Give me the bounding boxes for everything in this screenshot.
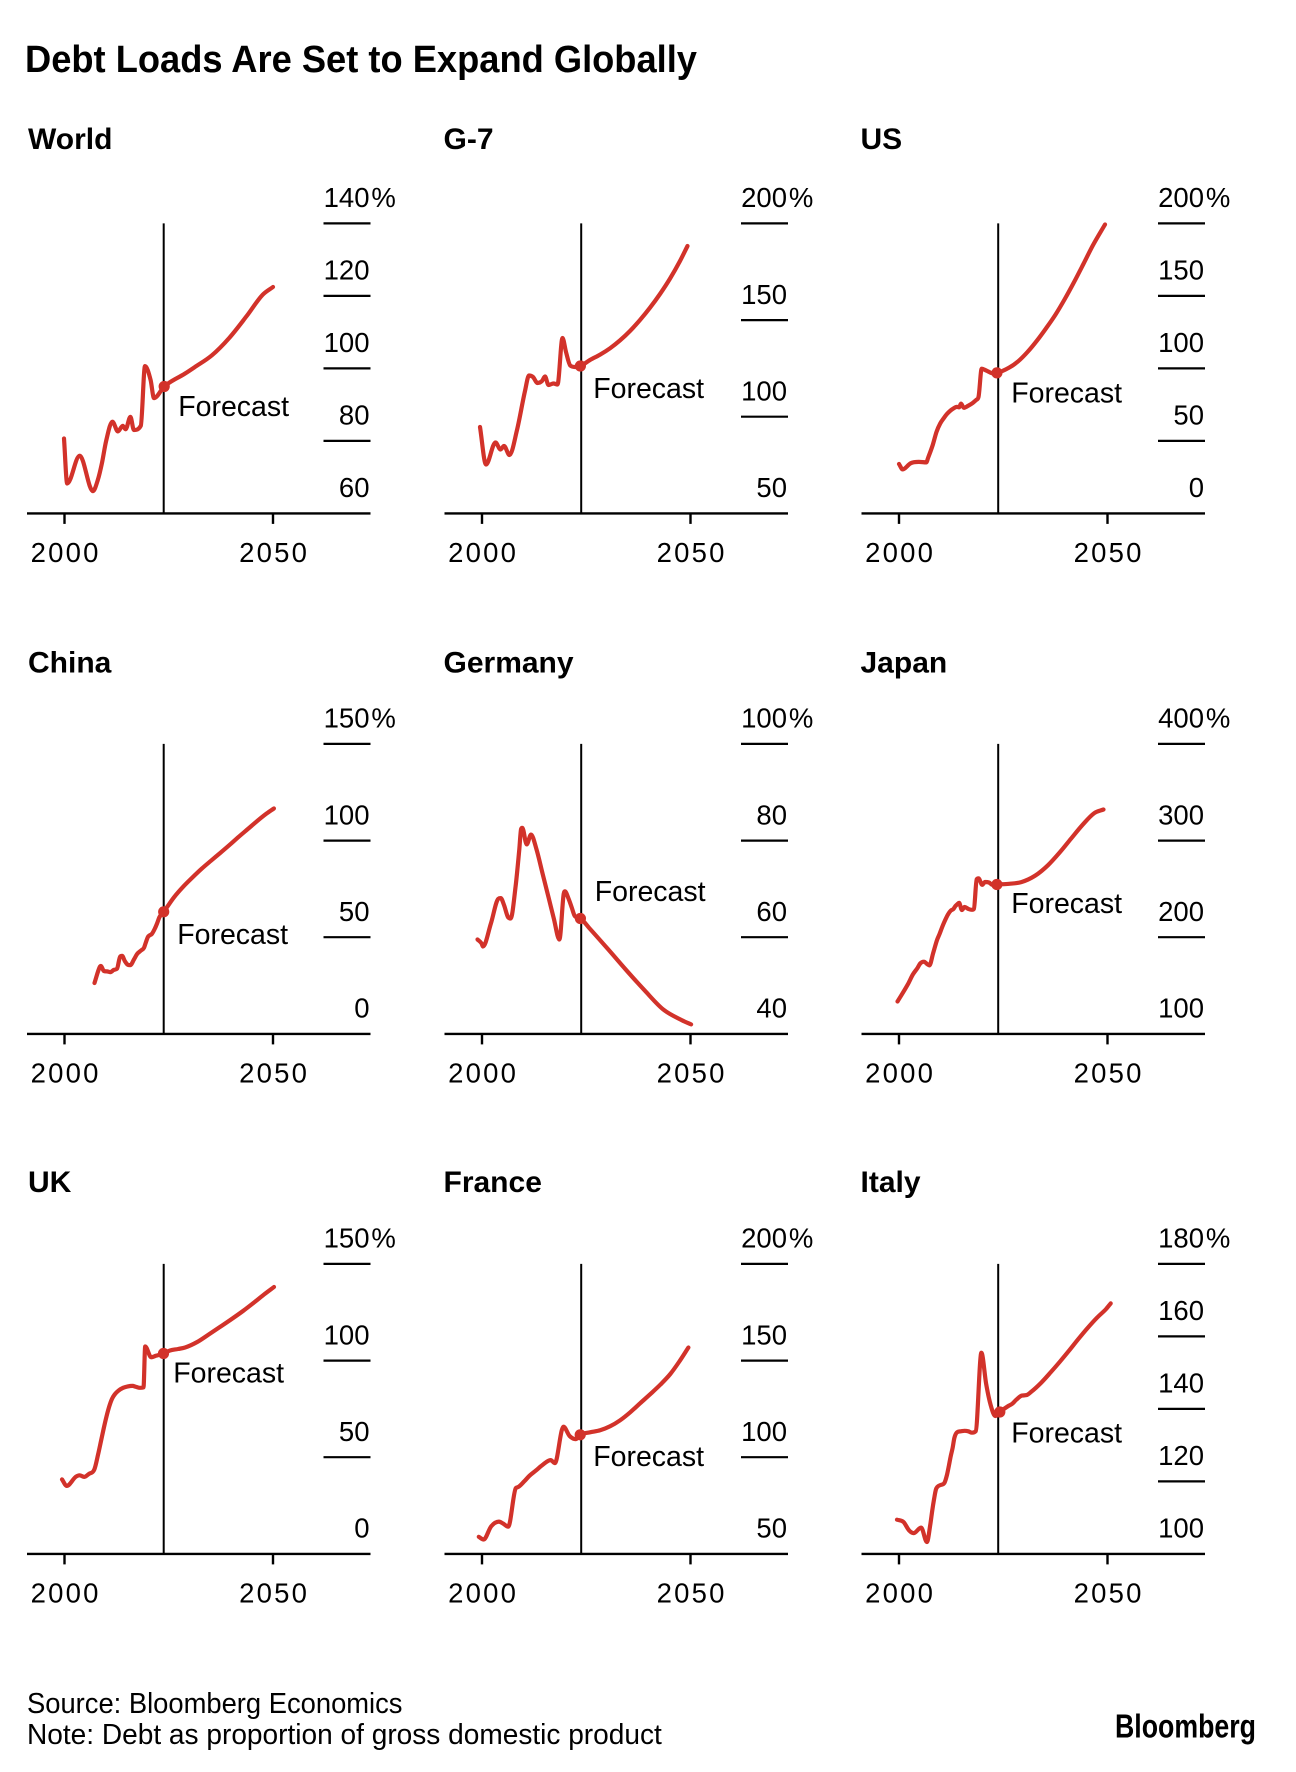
svg-text:%: %: [371, 703, 395, 734]
svg-text:200: 200: [741, 1223, 787, 1254]
svg-text:2000: 2000: [31, 1578, 101, 1609]
svg-text:Source: Bloomberg Economics: Source: Bloomberg Economics: [27, 1688, 403, 1720]
svg-text:2050: 2050: [239, 1578, 309, 1609]
svg-text:2050: 2050: [239, 537, 309, 568]
svg-text:200: 200: [741, 182, 787, 213]
svg-text:2050: 2050: [657, 1058, 727, 1089]
svg-text:2050: 2050: [657, 537, 727, 568]
svg-text:150: 150: [1158, 255, 1204, 286]
svg-text:50: 50: [339, 896, 370, 927]
svg-text:100: 100: [324, 1319, 370, 1350]
svg-text:150: 150: [741, 279, 787, 310]
svg-text:120: 120: [324, 255, 370, 286]
svg-text:Forecast: Forecast: [1011, 1418, 1122, 1450]
svg-text:40: 40: [756, 993, 787, 1024]
svg-text:100: 100: [324, 799, 370, 830]
svg-text:80: 80: [756, 799, 787, 830]
svg-text:0: 0: [354, 993, 369, 1024]
svg-text:2050: 2050: [1074, 1058, 1144, 1089]
svg-text:0: 0: [1189, 472, 1204, 503]
svg-text:2050: 2050: [1074, 537, 1144, 568]
svg-text:G-7: G-7: [444, 123, 494, 156]
svg-text:Italy: Italy: [861, 1166, 921, 1199]
svg-text:Forecast: Forecast: [177, 919, 288, 951]
svg-text:150: 150: [741, 1319, 787, 1350]
svg-text:2000: 2000: [448, 537, 518, 568]
svg-text:50: 50: [339, 1416, 370, 1447]
svg-text:120: 120: [1158, 1440, 1204, 1471]
svg-text:China: China: [28, 647, 112, 680]
svg-text:Germany: Germany: [444, 647, 574, 680]
svg-text:2000: 2000: [865, 537, 935, 568]
svg-text:100: 100: [1158, 993, 1204, 1024]
svg-text:Forecast: Forecast: [1011, 888, 1122, 920]
svg-text:World: World: [28, 123, 112, 156]
svg-text:2050: 2050: [1074, 1578, 1144, 1609]
svg-text:2000: 2000: [865, 1578, 935, 1609]
svg-text:2000: 2000: [31, 1058, 101, 1089]
svg-text:80: 80: [339, 400, 370, 431]
svg-text:UK: UK: [28, 1166, 72, 1199]
svg-text:2050: 2050: [239, 1058, 309, 1089]
svg-text:Note: Debt as proportion of gr: Note: Debt as proportion of gross domest…: [27, 1719, 662, 1751]
svg-text:%: %: [1206, 182, 1230, 213]
svg-text:Forecast: Forecast: [178, 391, 289, 423]
svg-text:2050: 2050: [657, 1578, 727, 1609]
svg-text:%: %: [1206, 1223, 1230, 1254]
svg-text:60: 60: [339, 472, 370, 503]
svg-text:%: %: [1206, 703, 1230, 734]
svg-text:50: 50: [756, 472, 787, 503]
svg-text:140: 140: [324, 182, 370, 213]
svg-text:Japan: Japan: [861, 647, 948, 680]
svg-text:100: 100: [324, 327, 370, 358]
svg-text:150: 150: [324, 1223, 370, 1254]
svg-text:2000: 2000: [448, 1058, 518, 1089]
svg-text:300: 300: [1158, 799, 1204, 830]
svg-text:%: %: [371, 1223, 395, 1254]
svg-text:50: 50: [1173, 400, 1204, 431]
svg-text:%: %: [789, 1223, 813, 1254]
svg-text:140: 140: [1158, 1368, 1204, 1399]
svg-text:%: %: [789, 703, 813, 734]
svg-text:%: %: [789, 182, 813, 213]
svg-text:60: 60: [756, 896, 787, 927]
svg-text:France: France: [444, 1166, 542, 1199]
svg-text:%: %: [371, 182, 395, 213]
svg-text:2000: 2000: [865, 1058, 935, 1089]
svg-text:200: 200: [1158, 182, 1204, 213]
svg-text:Forecast: Forecast: [1011, 378, 1122, 410]
svg-text:Forecast: Forecast: [593, 1441, 704, 1473]
svg-text:180: 180: [1158, 1223, 1204, 1254]
svg-text:100: 100: [1158, 1513, 1204, 1544]
svg-text:200: 200: [1158, 896, 1204, 927]
svg-text:100: 100: [1158, 327, 1204, 358]
svg-text:150: 150: [324, 703, 370, 734]
svg-text:Forecast: Forecast: [593, 373, 704, 405]
svg-text:2000: 2000: [448, 1578, 518, 1609]
svg-text:2000: 2000: [31, 537, 101, 568]
svg-text:400: 400: [1158, 703, 1204, 734]
svg-text:50: 50: [756, 1513, 787, 1544]
svg-text:0: 0: [354, 1513, 369, 1544]
svg-text:Debt Loads Are Set to Expand G: Debt Loads Are Set to Expand Globally: [25, 39, 697, 81]
svg-text:Forecast: Forecast: [595, 876, 706, 908]
svg-text:US: US: [861, 123, 903, 156]
svg-text:160: 160: [1158, 1295, 1204, 1326]
svg-text:100: 100: [741, 1416, 787, 1447]
svg-text:Forecast: Forecast: [173, 1358, 284, 1390]
svg-text:100: 100: [741, 703, 787, 734]
svg-text:100: 100: [741, 375, 787, 406]
svg-text:Bloomberg: Bloomberg: [1115, 1709, 1256, 1746]
